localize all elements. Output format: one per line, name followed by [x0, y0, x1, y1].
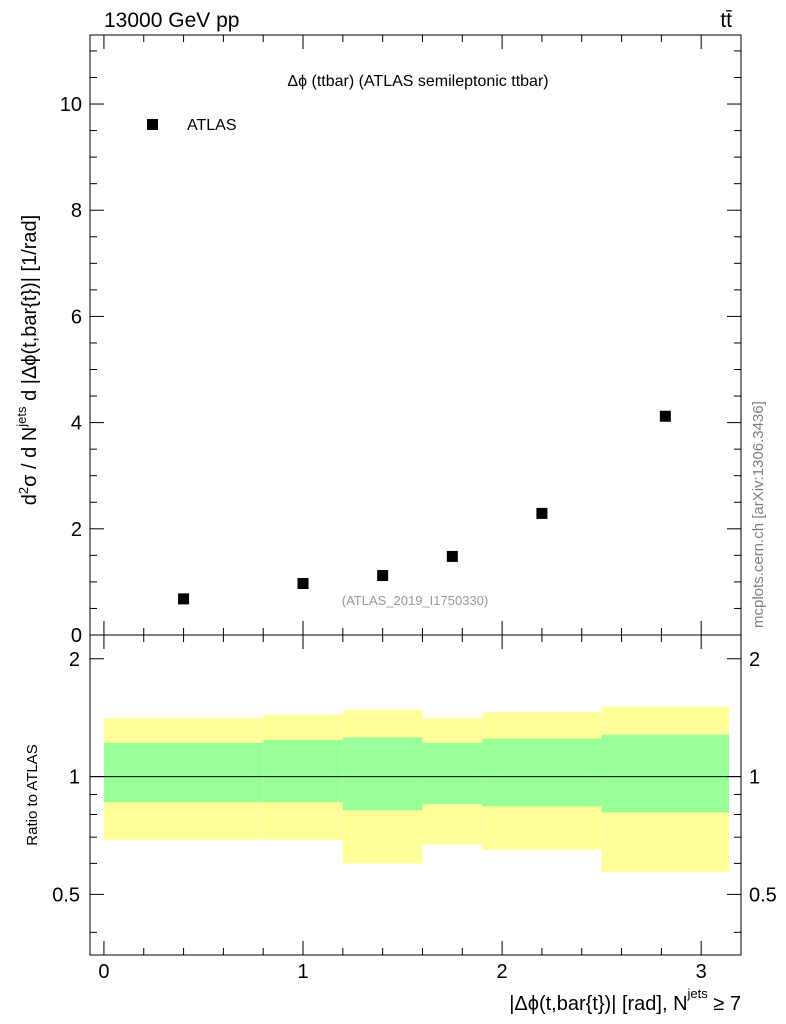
data-points — [178, 410, 671, 605]
ratio-tick-labels: 0.5 0.5 1 1 2 2 0 1 2 3 — [52, 649, 777, 983]
process-label: tt̄ — [720, 9, 732, 32]
x-tick-label: 3 — [696, 961, 707, 983]
ylabel-sup2: 2 — [16, 487, 31, 494]
ylabel-d: d — [19, 494, 41, 505]
main-y-ticks — [90, 35, 742, 636]
energy-label: 13000 GeV pp — [104, 9, 239, 32]
legend-label: ATLAS — [187, 117, 237, 134]
x-axis-label: |Δϕ(t,bar{t})| [rad], Njets ≥ 7 — [509, 986, 741, 1015]
ylabel-jets-sup: jets — [14, 406, 29, 428]
y-tick-label: 10 — [60, 94, 82, 116]
main-y-tick-labels: 0 2 4 6 8 10 — [60, 94, 82, 647]
y-tick-label: 8 — [71, 200, 82, 222]
ratio-y-tick-label-right: 1 — [749, 767, 760, 789]
ratio-y-tick-label-left: 2 — [69, 649, 80, 671]
legend: ATLAS — [147, 117, 237, 134]
data-point — [659, 410, 671, 422]
data-point — [297, 577, 309, 589]
ratio-band-green — [342, 737, 423, 811]
y-tick-label: 0 — [71, 625, 82, 647]
x-tick-label: 2 — [497, 961, 508, 983]
y-axis-label: d2σ / d Njets d |Δϕ(t,bar{t})| [1/rad] — [14, 215, 41, 505]
ratio-y-tick-label-right: 2 — [749, 649, 760, 671]
side-label: mcplots.cern.ch [arXiv:1306.3436] — [750, 401, 767, 628]
x-tick-label: 1 — [297, 961, 308, 983]
y-tick-label: 2 — [71, 519, 82, 541]
y-tick-label: 4 — [71, 413, 82, 435]
ratio-bands — [103, 706, 730, 873]
data-point — [377, 570, 389, 582]
watermark: (ATLAS_2019_I1750330) — [342, 593, 488, 608]
ratio-y-axis-label: Ratio to ATLAS — [24, 744, 41, 845]
data-point — [178, 593, 190, 605]
legend-marker — [147, 119, 158, 130]
chart-title: Δϕ (ttbar) (ATLAS semileptonic ttbar) — [287, 73, 548, 90]
ratio-band-green — [263, 740, 343, 803]
x-tick-label: 0 — [98, 961, 109, 983]
ylabel-sigma: σ / d N — [19, 427, 41, 487]
xlabel-jets-sup: jets — [687, 986, 709, 1001]
data-point — [536, 507, 548, 519]
ratio-band-green — [103, 742, 264, 803]
main-panel: 0 2 4 6 8 10 Δϕ (ttbar) (ATLAS semileptonic t… — [14, 34, 742, 647]
ratio-y-tick-label-right: 0.5 — [749, 884, 777, 906]
ratio-y-tick-label-left: 1 — [69, 767, 80, 789]
ratio-band-green — [422, 742, 483, 805]
xlabel-main: |Δϕ(t,bar{t})| [rad], N — [509, 993, 687, 1015]
ratio-band-green — [601, 734, 730, 813]
data-point — [446, 550, 458, 562]
y-tick-label: 6 — [71, 306, 82, 328]
ylabel-rest: d |Δϕ(t,bar{t})| [1/rad] — [19, 215, 41, 407]
ratio-ticks — [90, 635, 742, 955]
ratio-y-tick-label-left: 0.5 — [52, 884, 80, 906]
ratio-band-green — [482, 738, 602, 807]
ratio-panel: 0.5 0.5 1 1 2 2 0 1 2 3 Ratio to ATLAS |Δϕ(t,bar{… — [24, 634, 777, 1015]
ratio-frame — [89, 634, 742, 956]
xlabel-tail: ≥ 7 — [708, 993, 741, 1015]
